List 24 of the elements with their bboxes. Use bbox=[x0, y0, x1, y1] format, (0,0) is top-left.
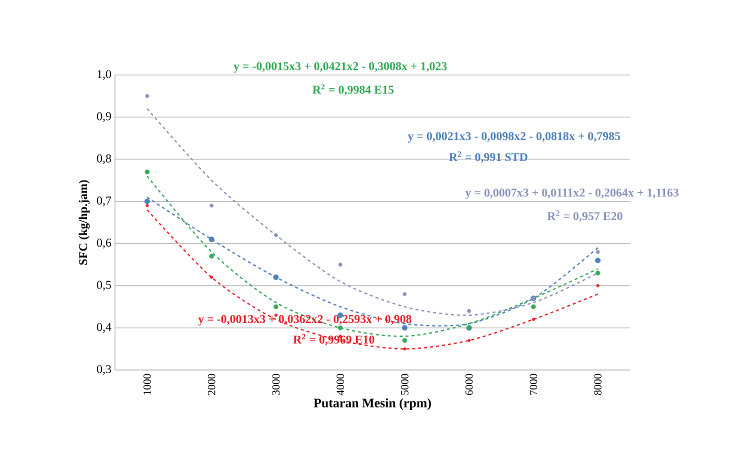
y-tick-label: 0,9 bbox=[96, 112, 111, 122]
y-tick-label: 0,8 bbox=[96, 154, 112, 164]
annotation: y = 0,0021x3 - 0,0098x2 - 0,0818x + 0,7985 bbox=[408, 132, 620, 143]
annotation: R$^{2}$ = 0,991 STD bbox=[449, 151, 528, 163]
y-tick-label: 0,7 bbox=[96, 196, 112, 206]
x-tick-label: 1000 bbox=[144, 374, 151, 394]
x-tick-label: 3000 bbox=[272, 374, 280, 395]
x-tick-label: 2000 bbox=[208, 374, 216, 395]
text: y = -0,0015x3 + 0,0421x2 - 0,3008x + 1,023 bbox=[234, 62, 447, 73]
y-tick-label: 1,0 bbox=[98, 70, 112, 80]
x-tick-label: 7000 bbox=[530, 374, 538, 395]
x-tick-label: 8000 bbox=[594, 374, 602, 395]
x-axis-title: Putaran Mesin (rpm) bbox=[314, 398, 431, 410]
y-tick-label: 0,4 bbox=[96, 322, 112, 333]
y-tick-label: 0,6 bbox=[96, 238, 112, 248]
annotation: R$^{2}$ = 0,957 E20 bbox=[547, 210, 622, 222]
y-tick-label: 0,3 bbox=[96, 365, 112, 375]
x-tick-label: 6000 bbox=[465, 374, 473, 395]
y-axis-title: SFC (kg/hp.jam) bbox=[78, 180, 90, 265]
x-tick-label: 4000 bbox=[336, 374, 344, 396]
x-tick-label: 5000 bbox=[401, 374, 408, 395]
annotation: R$^{2}$ = 0,9984 E15 bbox=[312, 84, 394, 96]
y-tick-label: 0,5 bbox=[96, 280, 112, 291]
annotation: y = 0,0007x3 + 0,0111x2 - 0,2064x + 1,1163 bbox=[465, 188, 679, 200]
